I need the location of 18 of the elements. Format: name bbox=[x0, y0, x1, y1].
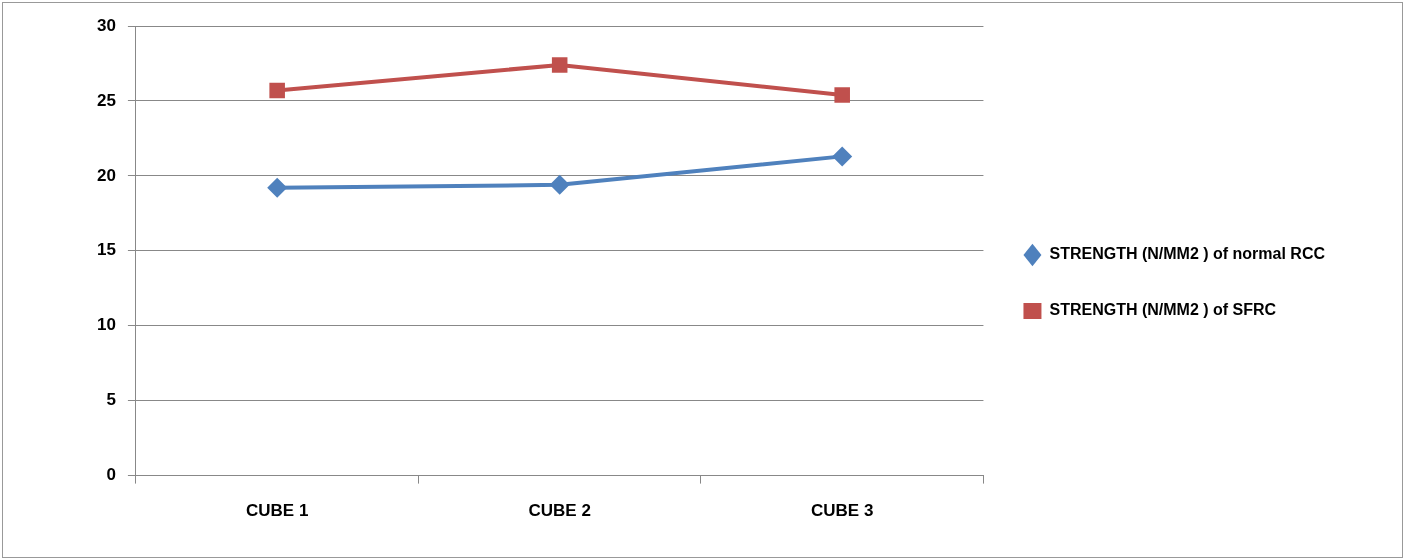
point bbox=[267, 177, 288, 198]
point bbox=[269, 82, 285, 99]
point bbox=[832, 146, 853, 167]
y-tick-label: 25 bbox=[96, 90, 116, 110]
x-tick-label: CUBE 1 bbox=[245, 501, 309, 521]
y-tick-label: 20 bbox=[96, 165, 116, 185]
y-tick-label: 10 bbox=[96, 315, 116, 335]
point bbox=[549, 174, 570, 195]
y-tick-label: 15 bbox=[96, 240, 116, 260]
legend-label: STRENGTH (N/MM2 ) of normal RCC bbox=[1049, 245, 1326, 263]
legend-label: STRENGTH (N/MM2 ) of SFRC bbox=[1049, 301, 1277, 319]
x-tick-label: CUBE 3 bbox=[811, 501, 874, 521]
y-tick-label: 30 bbox=[96, 15, 116, 35]
y-tick-label: 0 bbox=[106, 465, 116, 485]
point bbox=[551, 57, 568, 73]
point bbox=[834, 87, 850, 103]
x-tick-label: CUBE 2 bbox=[528, 501, 591, 521]
y-tick-label: 5 bbox=[106, 390, 116, 410]
